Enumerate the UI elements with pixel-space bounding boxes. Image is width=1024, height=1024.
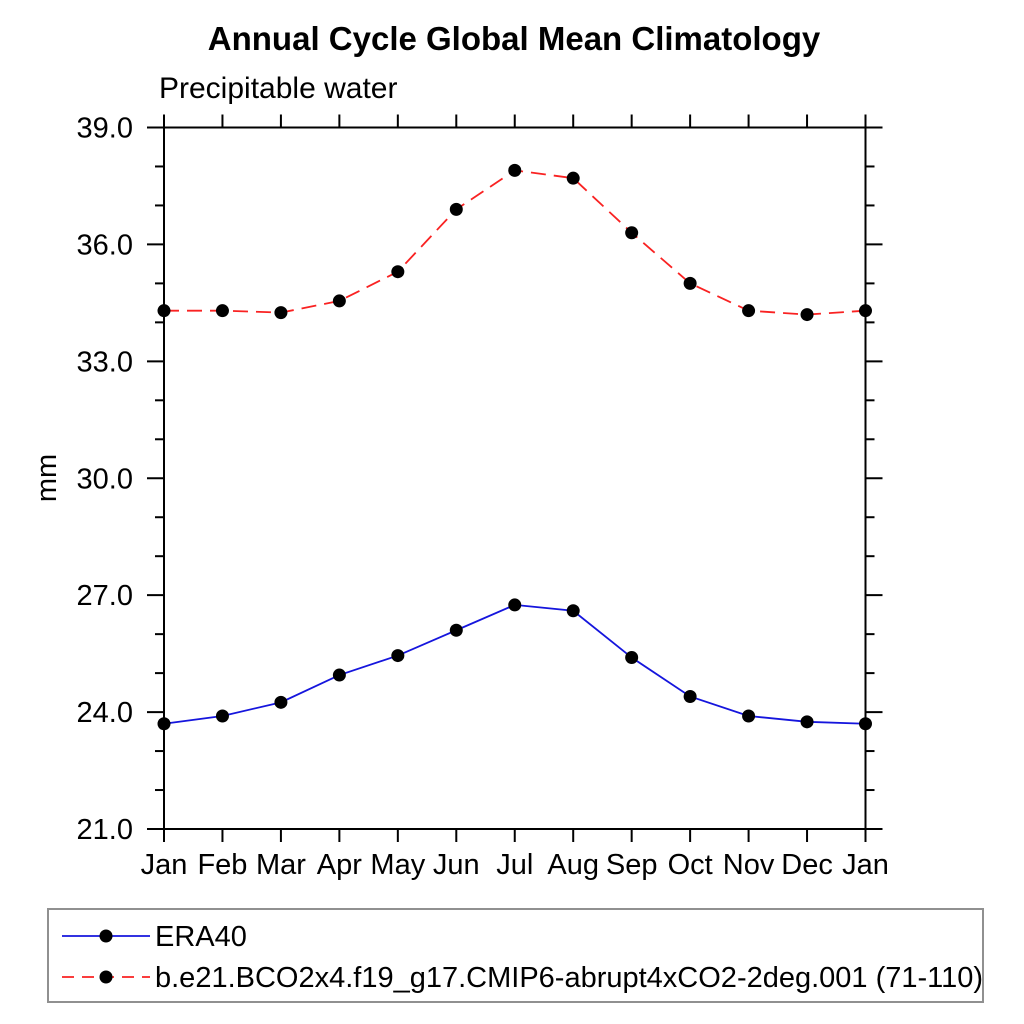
x-tick-label: Dec (781, 849, 833, 881)
y-tick-label: 39.0 (77, 113, 133, 145)
data-point (332, 668, 346, 682)
data-point (157, 717, 171, 731)
data-point (332, 294, 346, 308)
x-tick-label: Sep (606, 849, 658, 881)
legend-box (47, 908, 984, 1003)
x-tick-label: Jan (141, 849, 188, 881)
data-point (508, 598, 522, 612)
plot-frame (163, 126, 867, 830)
data-point (742, 709, 756, 723)
axis-tick-labels-group: Jan Feb Mar Apr May Jun Jul Aug Sep Oct Nov Dec Jan2… (77, 113, 889, 882)
data-point (742, 304, 756, 318)
data-point (508, 163, 522, 177)
plot-frame-group (163, 126, 867, 830)
data-point (449, 202, 463, 216)
data-series-group (157, 163, 872, 731)
y-tick-label: 21.0 (77, 814, 133, 846)
data-point (215, 709, 229, 723)
y-tick-label: 30.0 (77, 463, 133, 495)
x-tick-label: Jul (496, 849, 533, 881)
legend-label: ERA40 (155, 921, 247, 953)
data-point (625, 651, 639, 665)
series-line-1 (164, 169, 866, 316)
legend-marker (99, 929, 113, 943)
legend-group: ERA40 b.e21.BCO2x4.f19_g17.CMIP6-abrupt4x… (47, 908, 984, 1003)
series-line-0 (163, 603, 866, 725)
data-point (391, 649, 405, 663)
axis-ticks-group (147, 114, 883, 842)
data-point (800, 715, 814, 729)
y-tick-label: 27.0 (77, 580, 133, 612)
data-point (449, 623, 463, 637)
data-point (391, 265, 405, 279)
x-tick-label: Aug (547, 849, 599, 881)
x-tick-label: Jun (433, 849, 480, 881)
x-tick-label: Oct (668, 849, 713, 881)
x-tick-label: May (370, 849, 425, 881)
x-tick-label: Jan (842, 849, 889, 881)
x-tick-label: Feb (197, 849, 247, 881)
data-point (800, 308, 814, 322)
chart-title: Annual Cycle Global Mean Climatology (208, 20, 821, 57)
y-tick-label: 36.0 (77, 229, 133, 261)
data-point (683, 276, 697, 290)
x-tick-label: Nov (723, 849, 775, 881)
y-tick-label: 24.0 (77, 697, 133, 729)
x-tick-label: Apr (317, 849, 362, 881)
y-axis-label: mm (31, 454, 63, 502)
data-point (683, 689, 697, 703)
legend-marker (99, 970, 113, 984)
y-tick-label: 33.0 (77, 346, 133, 378)
data-point (625, 226, 639, 240)
legend-label: b.e21.BCO2x4.f19_g17.CMIP6-abrupt4xCO2-2… (155, 962, 983, 994)
data-point (215, 304, 229, 318)
chart-subtitle: Precipitable water (159, 72, 397, 105)
x-tick-label: Mar (256, 849, 306, 881)
data-point (566, 171, 580, 185)
data-point (274, 306, 288, 320)
data-point (157, 304, 171, 318)
data-point (274, 695, 288, 709)
data-point (566, 604, 580, 618)
data-point (859, 304, 872, 318)
data-point (859, 717, 872, 731)
